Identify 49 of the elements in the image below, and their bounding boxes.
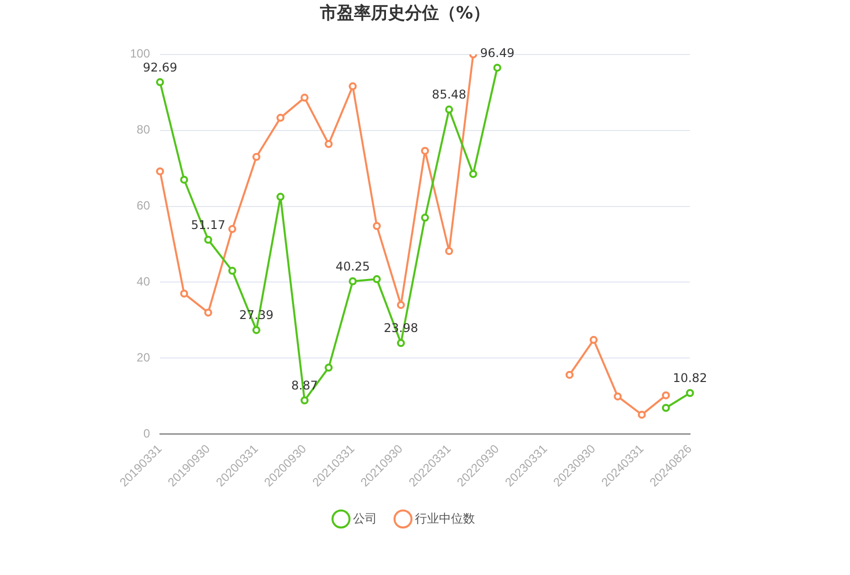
point [686,388,694,397]
point [252,152,260,161]
point [204,308,212,317]
chart-title: 市盈率历史分位（%） [318,4,490,24]
point [300,94,309,102]
legend-label: 行业中位数 [415,511,475,526]
point [662,391,670,400]
point [662,404,670,412]
point [156,167,164,176]
y-tick-label: 0 [143,426,150,440]
point [180,176,188,184]
y-tick-label: 40 [136,274,150,289]
point [324,364,333,372]
point [590,336,598,344]
point [421,146,430,155]
point [469,170,478,178]
point [324,140,333,148]
point [228,225,236,234]
point [614,392,622,400]
point [276,192,284,201]
y-tick-label: 100 [130,46,150,61]
point [372,222,381,230]
point [396,300,405,309]
point [396,339,405,348]
data-label: 85.48 [432,88,466,102]
point [348,277,357,286]
point [252,326,260,334]
point [445,247,454,256]
y-tick-label: 20 [136,350,150,364]
point [156,78,164,86]
point [228,266,236,275]
data-label: 10.82 [672,371,708,386]
point [421,214,430,222]
legend-label: 公司 [353,511,377,526]
y-tick-label: 60 [136,198,150,213]
y-tick-label: 80 [136,122,150,137]
point [348,82,357,90]
point [276,114,284,122]
point [204,236,212,244]
point [300,396,309,404]
point [180,290,188,298]
point [638,410,646,419]
data-label: 96.49 [480,46,514,60]
data-label: 92.69 [142,60,178,74]
point [372,275,381,284]
data-label: 40.25 [336,259,370,274]
point [566,370,574,379]
point [445,106,454,114]
point [493,64,502,72]
